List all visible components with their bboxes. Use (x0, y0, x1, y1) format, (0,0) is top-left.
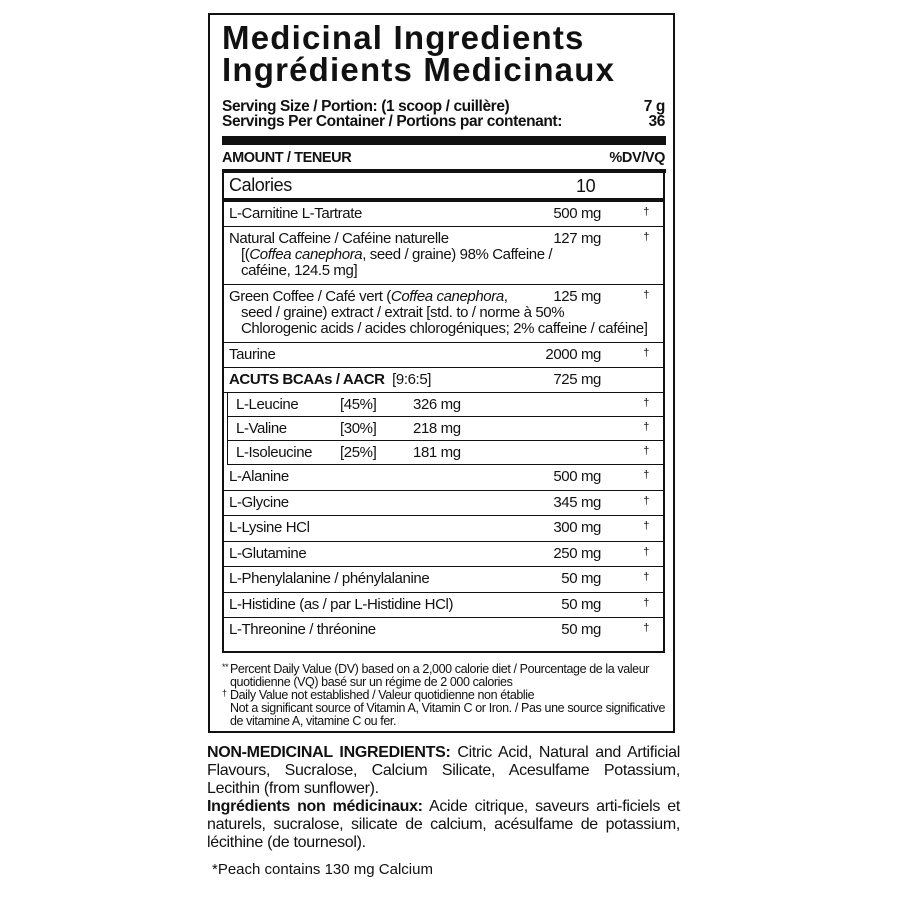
ingredient-name: Green Coffee / Café vert (Coffea canepho… (229, 288, 508, 305)
amount-header-label: AMOUNT / TENEUR (222, 150, 352, 166)
medicinal-ingredients-panel: Medicinal Ingredients Ingrédients Medici… (208, 13, 675, 733)
dv-dagger: † (643, 231, 649, 243)
ingredient-row: L-Carnitine L-Tartrate 500 mg † (224, 202, 663, 227)
ingredient-name: L-Carnitine L-Tartrate (229, 205, 362, 222)
bcaa-ratio: [30%] (340, 420, 377, 437)
footnotes: ** Percent Daily Value (DV) based on a 2,… (222, 662, 665, 728)
ingredient-amount: 50 mg (561, 595, 601, 613)
ingredient-row: L-Alanine 500 mg † (224, 465, 663, 491)
dv-dagger: † (643, 545, 649, 558)
dv-dagger: † (643, 347, 649, 359)
dv-dagger: † (643, 289, 649, 301)
footnote-dv: ** Percent Daily Value (DV) based on a 2,… (222, 662, 665, 689)
ingredient-name: L-Glutamine (229, 544, 307, 562)
dv-dagger: † (643, 494, 649, 507)
ingredient-row: Natural Caffeine / Caféine naturelle [(Co… (224, 227, 663, 285)
ingredient-amount: 500 mg (553, 468, 601, 485)
ingredient-row: Green Coffee / Café vert (Coffea canepho… (224, 285, 663, 343)
ingredient-name: L-Threonine / thréonine (229, 621, 376, 638)
serving-size: Serving Size / Portion: (1 scoop / cuill… (222, 98, 666, 115)
ingredient-row: Taurine 2000 mg † (224, 343, 663, 368)
ingredient-amount: 125 mg (553, 288, 601, 305)
footnote-significant: Not a significant source of Vitamin A, V… (230, 701, 665, 728)
calories-label: Calories (229, 175, 292, 195)
ingredient-row: L-Glycine 345 mg † (224, 491, 663, 516)
ingredient-amount: 250 mg (553, 544, 601, 562)
ingredient-amount: 50 mg (561, 570, 601, 587)
ingredient-amount: 345 mg (553, 493, 601, 511)
ingredient-row: L-Phenylalanine / phénylalanine 50 mg † (224, 567, 663, 593)
ingredient-row: L-Threonine / thréonine 50 mg † (224, 618, 663, 643)
dv-dagger: † (643, 596, 649, 609)
non-medicinal-label-fr: Ingrédients non médicinaux: (207, 798, 423, 815)
bcaa-row: L-Isoleucine [25%] 181 mg † (227, 441, 663, 465)
dv-dagger: † (643, 469, 649, 481)
divider-thick (222, 136, 666, 145)
serving-size-label: Serving Size / Portion: (1 scoop / cuill… (222, 98, 510, 115)
ingredient-amount: 50 mg (561, 621, 601, 638)
ingredient-amount: 725 mg (553, 371, 601, 388)
bcaa-name: L-Isoleucine (236, 444, 313, 461)
serving-size-value: 7 g (643, 98, 666, 115)
ingredient-amount: 127 mg (553, 230, 601, 247)
ingredient-detail: [(Coffea canephora, seed / graine) 98% C… (241, 246, 553, 279)
footnote-dv-text: Percent Daily Value (DV) based on a 2,00… (230, 662, 650, 689)
ingredient-row: L-Histidine (as / par L-Histidine HCl) 50… (224, 593, 663, 618)
calories-row: Calories 10 (224, 172, 663, 202)
dv-dagger: † (643, 445, 649, 457)
bcaa-name: L-Leucine (236, 396, 299, 413)
ingredient-amount: 2000 mg (545, 346, 601, 363)
divider-medium (222, 169, 666, 173)
title-fr: Ingrédients Medicinaux (222, 51, 616, 88)
bcaa-amount: 218 mg (413, 420, 461, 437)
dv-header-label: %DV/VQ (609, 150, 665, 166)
dv-dagger: † (643, 206, 649, 218)
non-medicinal-text-en: Citric Acid, Natural and Artificial Flav… (207, 744, 681, 797)
dv-dagger: † (643, 571, 649, 583)
calories-value: 10 (576, 176, 596, 196)
footnote-dagger-mark: † (222, 688, 227, 698)
ingredient-name: L-Alanine (229, 468, 289, 485)
dv-dagger: † (643, 622, 649, 634)
servings-label: Servings Per Container / Portions par co… (222, 113, 562, 130)
bcaa-amount: 326 mg (413, 396, 461, 413)
ingredient-name: Natural Caffeine / Caféine naturelle (229, 230, 449, 247)
footnote-dv-mark: ** (222, 662, 229, 672)
ingredient-name: L-Glycine (229, 493, 289, 511)
servings-per-container: Servings Per Container / Portions par co… (222, 113, 666, 130)
ingredient-detail: seed / graine) extract / extrait [std. t… (241, 304, 648, 337)
title-en: Medicinal Ingredients (222, 19, 585, 56)
ingredient-name: L-Lysine HCl (229, 519, 310, 536)
footnote-dagger: † Daily Value not established / Valeur qu… (222, 688, 665, 702)
footnote-dagger-text: Daily Value not established / Valeur quo… (230, 688, 535, 702)
dv-dagger: † (643, 421, 649, 433)
peach-calcium-note: *Peach contains 130 mg Calcium (212, 861, 433, 878)
ingredient-row: L-Lysine HCl 300 mg † (224, 516, 663, 542)
amount-header: AMOUNT / TENEUR %DV/VQ (222, 151, 665, 166)
ingredient-name: ACUTS BCAAs / AACR [9:6:5] (229, 371, 432, 388)
bcaa-ratio: [25%] (340, 444, 377, 461)
dv-dagger: † (643, 520, 649, 532)
bcaa-amount: 181 mg (413, 444, 461, 461)
ingredient-row: L-Glutamine 250 mg † (224, 542, 663, 567)
non-medicinal-ingredients: NON-MEDICINAL INGREDIENTS: Citric Acid, … (207, 744, 680, 852)
ingredient-row: ACUTS BCAAs / AACR [9:6:5] 725 mg (224, 368, 663, 393)
bcaa-row: L-Valine [30%] 218 mg † (227, 417, 663, 441)
bcaa-name: L-Valine (236, 420, 287, 437)
bcaa-ratio: [45%] (340, 396, 377, 413)
non-medicinal-text-fr: Acide citrique, saveurs arti-ficiels et … (207, 798, 680, 851)
ingredient-name: Taurine (229, 346, 276, 363)
ingredient-name: L-Phenylalanine / phénylalanine (229, 570, 430, 587)
ingredient-amount: 300 mg (553, 519, 601, 536)
dv-dagger: † (643, 397, 649, 409)
ingredient-amount: 500 mg (553, 205, 601, 222)
non-medicinal-label-en: NON-MEDICINAL INGREDIENTS: (207, 744, 451, 761)
ingredients-table: Calories 10 L-Carnitine L-Tartrate 500 mg… (222, 172, 665, 653)
servings-value: 36 (648, 113, 666, 130)
ingredient-name: L-Histidine (as / par L-Histidine HCl) (229, 595, 454, 613)
bcaa-row: L-Leucine [45%] 326 mg † (227, 393, 663, 417)
